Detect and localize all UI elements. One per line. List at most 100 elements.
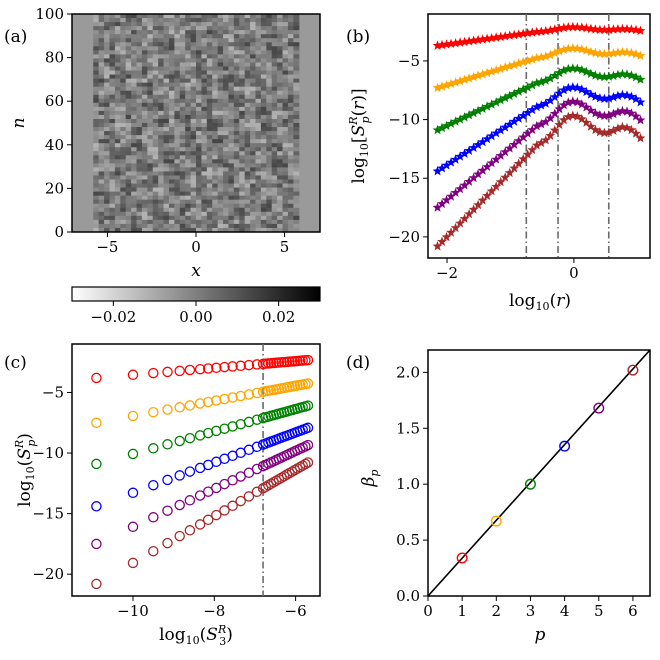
heatmap-cell <box>93 127 100 132</box>
heatmap-cell <box>287 62 294 68</box>
heatmap-cell <box>228 82 235 88</box>
heatmap-cell <box>244 159 251 164</box>
heatmap-cell <box>158 26 165 31</box>
heatmap-cell <box>282 34 289 39</box>
heatmap-cell <box>228 191 235 197</box>
series-point-p=1 <box>473 34 484 45</box>
heatmap-cell <box>185 143 192 148</box>
heatmap-cell <box>168 34 175 39</box>
heatmap-cell <box>223 18 230 23</box>
panel-c-x-tick-label: −10 <box>117 602 149 620</box>
series-point-p=5 <box>626 108 637 118</box>
heatmap-cell <box>282 227 289 232</box>
heatmap-cell <box>217 163 224 169</box>
heatmap-cell <box>185 191 192 197</box>
heatmap-cell <box>190 90 197 96</box>
heatmap-cell <box>201 187 208 193</box>
heatmap-cell <box>114 223 121 229</box>
heatmap-cell <box>271 195 278 201</box>
heatmap-cell <box>174 131 181 136</box>
heatmap-cell <box>223 147 230 152</box>
heatmap-cell <box>163 42 170 47</box>
series-point-p=2 <box>500 62 511 72</box>
heatmap-cell <box>120 14 127 19</box>
heatmap-cell <box>185 147 192 152</box>
heatmap-cell <box>201 50 208 55</box>
heatmap-cell <box>141 163 148 169</box>
heatmap-cell <box>125 187 132 193</box>
heatmap-cell <box>293 54 300 60</box>
panel-d-frame <box>427 349 651 597</box>
heatmap-cell <box>196 175 203 181</box>
panel-c-y-tick-label: −10 <box>32 444 64 462</box>
heatmap-cell <box>255 86 262 92</box>
heatmap-cell <box>228 102 235 108</box>
heatmap-cell <box>185 139 192 144</box>
heatmap-cell <box>271 54 278 60</box>
heatmap-cell <box>163 187 170 193</box>
heatmap-cell <box>244 14 251 19</box>
series-point-p=2 <box>536 52 547 62</box>
heatmap-cell <box>158 62 165 68</box>
heatmap-cell <box>223 98 230 104</box>
heatmap-cell <box>131 62 138 68</box>
heatmap-cell <box>104 38 111 43</box>
heatmap-cell <box>260 14 267 19</box>
heatmap-cell <box>98 223 105 229</box>
panel-c-ylabel: log10(SRp) <box>13 433 38 507</box>
heatmap-cell <box>212 199 219 205</box>
series-point-p=3 <box>482 101 493 111</box>
series-point-p=4 <box>536 100 547 110</box>
heatmap-cell <box>228 151 235 156</box>
heatmap-cell <box>109 18 116 23</box>
heatmap-cell <box>141 139 148 144</box>
heatmap-cell <box>125 30 132 35</box>
heatmap-cell <box>228 175 235 181</box>
heatmap-cell <box>212 127 219 132</box>
heatmap-cell <box>125 215 132 221</box>
heatmap-cell <box>120 114 127 120</box>
heatmap-cell <box>282 203 289 209</box>
series-point-p=5 <box>500 146 511 157</box>
heatmap-cell <box>293 42 300 47</box>
heatmap-cell <box>255 143 262 148</box>
heatmap-cell <box>109 58 116 64</box>
colorbar-ticks: −0.02 0.00 0.02 <box>90 301 295 326</box>
panel-d-y-tick-label: 1.5 <box>396 419 420 437</box>
heatmap-cell <box>98 34 105 39</box>
heatmap-cell <box>93 171 100 177</box>
heatmap-cell <box>282 163 289 169</box>
heatmap-cell <box>120 207 127 213</box>
heatmap-cell <box>168 131 175 136</box>
heatmap-cell <box>141 223 148 229</box>
heatmap-cell <box>104 14 111 19</box>
series-point-p=5 <box>613 107 623 117</box>
series-point-p=2 <box>184 400 196 411</box>
heatmap-cell <box>114 30 121 35</box>
heatmap-cell <box>277 171 284 177</box>
series-point-p=2 <box>613 47 623 57</box>
heatmap-cell <box>212 187 219 193</box>
heatmap-cell <box>190 14 197 19</box>
heatmap-cell <box>217 135 224 140</box>
heatmap-cell <box>233 171 240 177</box>
heatmap-cell <box>190 179 197 185</box>
series-point-p=2 <box>148 406 159 418</box>
series-point-p=2 <box>441 80 452 90</box>
heatmap-cell <box>174 46 181 51</box>
heatmap-cell <box>260 179 267 185</box>
series-point-p=6 <box>608 125 619 135</box>
heatmap-cell <box>104 183 111 189</box>
heatmap-cell <box>212 82 219 88</box>
heatmap-cell <box>206 14 213 19</box>
heatmap-cell <box>174 86 181 92</box>
heatmap-cell <box>250 58 257 64</box>
heatmap-cell <box>125 199 132 205</box>
heatmap-cell <box>223 127 230 132</box>
heatmap-cell <box>93 118 100 124</box>
series-point-p=3 <box>495 95 506 105</box>
heatmap-cell <box>287 110 294 116</box>
heatmap-cell <box>244 223 251 229</box>
series-point-p=4 <box>455 151 465 161</box>
heatmap-cell <box>282 102 289 108</box>
